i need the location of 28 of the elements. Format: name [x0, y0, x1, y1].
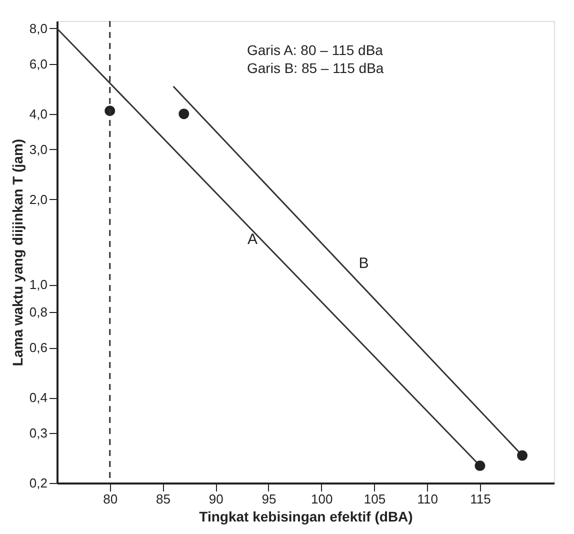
y-tick-label: 4,0	[29, 106, 48, 122]
x-tick-label: 80	[103, 492, 118, 506]
point	[517, 450, 528, 461]
point	[474, 460, 486, 472]
point	[178, 108, 190, 120]
x-tick-label: 115	[470, 492, 491, 506]
x-tick-label: 100	[311, 492, 333, 506]
x-tick-label: 110	[417, 492, 438, 506]
y-tick-label: 8,0	[29, 20, 48, 36]
x-tick-label: 85	[156, 492, 170, 506]
x-tick-label: 95	[262, 492, 276, 506]
series-label: B	[358, 254, 369, 272]
y-tick-label: 1,0	[29, 277, 48, 292]
series-label: A	[247, 231, 258, 248]
y-tick-label: 0,3	[29, 426, 48, 441]
annotation: Garis A: 80 – 115 dBa	[247, 42, 384, 58]
y-tick-label: 0,8	[29, 304, 48, 320]
y-tick-label: 0,2	[29, 476, 48, 490]
y-tick-label: 0,4	[29, 390, 48, 406]
annotation: Garis B: 85 – 115 dBa	[247, 60, 384, 76]
y-tick-label: 3,0	[29, 142, 48, 157]
x-tick-label: 105	[364, 492, 386, 506]
y-tick-label: 2,0	[29, 192, 48, 207]
y-tick-label: 0,6	[29, 340, 48, 356]
x-axis-title: Tingkat kebisingan efektif (dBA)	[199, 508, 413, 524]
y-tick-label: 6,0	[29, 56, 48, 72]
x-tick-label: 90	[208, 492, 224, 506]
y-axis-title: Lama waktu yang diijinkan T (jam)	[9, 138, 26, 366]
